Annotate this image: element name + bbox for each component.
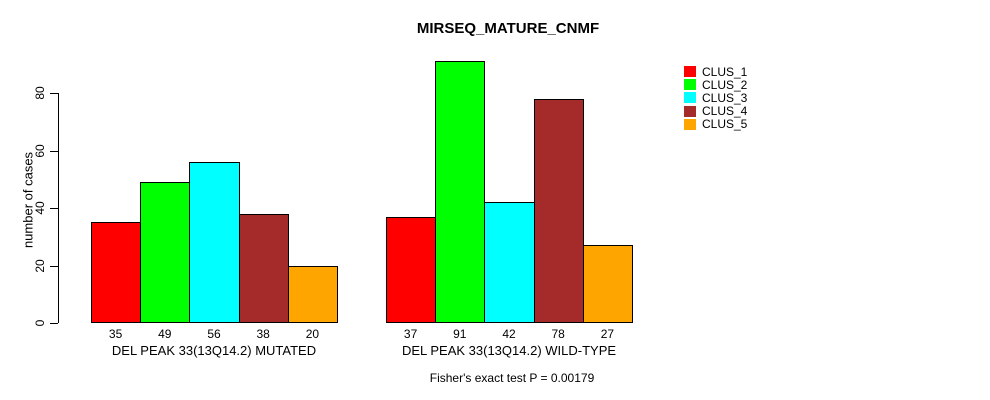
y-axis-tick bbox=[50, 208, 58, 209]
legend-label-clus_5: CLUS_5 bbox=[702, 117, 748, 132]
bar-clus_2-group1 bbox=[140, 182, 191, 323]
bar-clus_5-group1 bbox=[287, 265, 338, 323]
legend-swatch-clus_4 bbox=[684, 105, 696, 117]
legend-swatch-clus_3 bbox=[684, 92, 696, 104]
y-axis-tick bbox=[50, 323, 58, 324]
bar-value-label: 38 bbox=[256, 327, 270, 341]
bar-clus_5-group2 bbox=[582, 245, 633, 323]
chart-title: MIRSEQ_MATURE_CNMF bbox=[416, 20, 600, 37]
bar-value-label: 91 bbox=[453, 327, 467, 341]
bar-value-label: 56 bbox=[207, 327, 221, 341]
legend-label-clus_1: CLUS_1 bbox=[702, 64, 748, 79]
legend-label-clus_2: CLUS_2 bbox=[702, 77, 748, 92]
category-label: DEL PEAK 33(13Q14.2) WILD-TYPE bbox=[401, 343, 617, 358]
y-axis-tick bbox=[50, 265, 58, 267]
bar-clus_2-group2 bbox=[435, 61, 486, 323]
y-axis-tick bbox=[50, 150, 58, 152]
legend-label-clus_3: CLUS_3 bbox=[702, 90, 748, 105]
bar-clus_3-group1 bbox=[189, 162, 240, 323]
y-axis-line bbox=[58, 93, 59, 323]
bar-value-label: 49 bbox=[158, 327, 172, 341]
y-axis-tick-label: 0 bbox=[33, 319, 47, 327]
bar-value-label: 42 bbox=[502, 327, 516, 341]
bar-value-label: 78 bbox=[551, 327, 565, 341]
y-axis-tick-label: 80 bbox=[33, 86, 47, 100]
bar-clus_1-group2 bbox=[386, 216, 437, 323]
legend-swatch-clus_2 bbox=[684, 79, 696, 91]
y-axis-tick-label: 60 bbox=[33, 143, 47, 158]
bar-value-label: 27 bbox=[600, 327, 615, 341]
bar-clus_4-group1 bbox=[238, 213, 289, 323]
y-axis-label: number of cases bbox=[20, 151, 36, 249]
bar-clus_4-group2 bbox=[533, 98, 584, 323]
fisher-test-annotation: Fisher's exact test P = 0.00179 bbox=[429, 371, 595, 385]
bar-clus_3-group2 bbox=[484, 202, 535, 323]
y-axis-tick bbox=[50, 93, 58, 94]
legend-swatch-clus_5 bbox=[684, 118, 696, 130]
bar-value-label: 35 bbox=[108, 327, 123, 341]
legend-swatch-clus_1 bbox=[684, 66, 696, 77]
y-axis-tick-label: 40 bbox=[33, 201, 47, 215]
bar-value-label: 20 bbox=[305, 327, 320, 341]
bar-value-label: 37 bbox=[403, 327, 418, 341]
category-label: DEL PEAK 33(13Q14.2) MUTATED bbox=[111, 343, 317, 358]
legend-label-clus_4: CLUS_4 bbox=[702, 104, 748, 119]
y-axis-tick-label: 20 bbox=[33, 258, 47, 273]
bar-clus_1-group1 bbox=[91, 222, 142, 323]
